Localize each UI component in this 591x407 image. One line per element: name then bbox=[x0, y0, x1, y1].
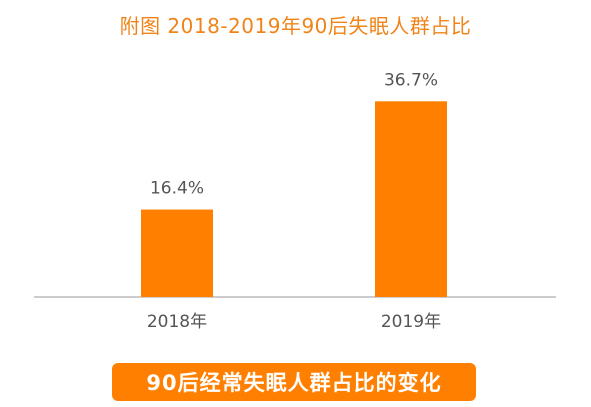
x-tick-label-1: 2019年 bbox=[381, 312, 441, 332]
caption-banner: 90后经常失眠人群占比的变化 bbox=[112, 363, 476, 401]
chart-title: 附图 2018-2019年90后失眠人群占比 bbox=[119, 14, 472, 38]
bar-0 bbox=[141, 209, 213, 297]
data-label-0: 16.4% bbox=[150, 179, 204, 199]
data-label-1: 36.7% bbox=[384, 70, 438, 90]
x-tick-label-0: 2018年 bbox=[147, 312, 207, 332]
bar-chart: 16.4% 2018年 36.7% 2019年 bbox=[34, 70, 556, 332]
bar-1 bbox=[375, 101, 447, 298]
